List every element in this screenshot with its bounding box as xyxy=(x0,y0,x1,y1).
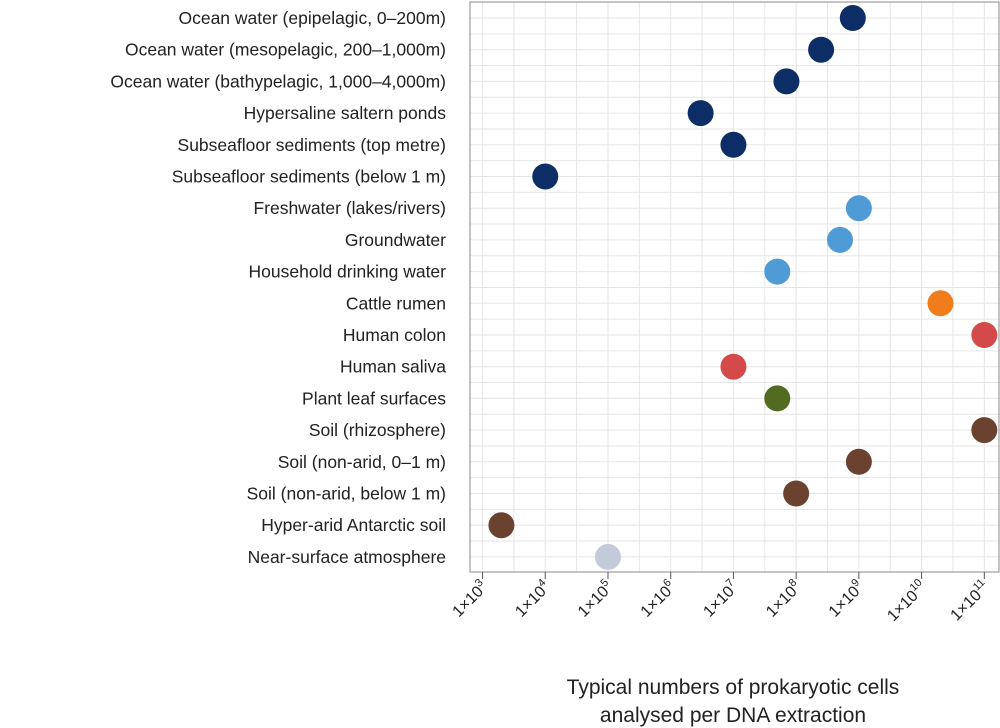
category-label: Human colon xyxy=(343,325,446,345)
category-label: Subseafloor sediments (below 1 m) xyxy=(172,167,446,187)
data-point xyxy=(532,163,559,190)
x-tick-label: 1×103 xyxy=(447,577,491,621)
data-point xyxy=(845,195,872,222)
category-label: Hypersaline saltern ponds xyxy=(244,103,447,123)
plot-frame xyxy=(469,1,1000,573)
category-label: Soil (rhizosphere) xyxy=(309,420,446,440)
data-point xyxy=(971,322,998,348)
x-tick-label: 1×107 xyxy=(698,577,742,621)
data-point xyxy=(594,543,621,570)
category-label: Ocean water (mesopelagic, 200–1,000m) xyxy=(125,40,446,60)
x-tick-label: 1×106 xyxy=(636,577,680,621)
category-label: Freshwater (lakes/rivers) xyxy=(253,198,446,218)
data-point xyxy=(687,100,714,127)
category-label: Near-surface atmosphere xyxy=(248,547,446,567)
data-point xyxy=(845,448,872,475)
data-point xyxy=(971,417,998,444)
data-point xyxy=(839,5,866,31)
category-label: Hyper-arid Antarctic soil xyxy=(261,515,446,535)
x-axis-ticks: 1×103 1×104 1×105 1×106 1×107 1×108 1×109 1×101… xyxy=(447,572,993,625)
x-axis-title-line-1: Typical numbers of prokaryotic cells xyxy=(567,676,900,699)
data-point xyxy=(720,131,747,158)
category-label: Human saliva xyxy=(340,357,446,377)
data-point xyxy=(773,68,800,95)
category-label: Soil (non-arid, below 1 m) xyxy=(247,484,446,504)
category-label: Subseafloor sediments (top metre) xyxy=(178,135,446,155)
category-label: Plant leaf surfaces xyxy=(302,388,446,408)
gridlines xyxy=(470,2,1000,572)
data-point xyxy=(764,258,791,285)
x-tick-label: 1×108 xyxy=(761,577,805,621)
category-label: Household drinking water xyxy=(249,262,447,282)
data-points xyxy=(488,5,998,570)
x-tick-label: 1×105 xyxy=(573,577,617,621)
x-axis-title-line-2: analysed per DNA extraction xyxy=(600,704,866,727)
x-tick-label: 1×104 xyxy=(510,577,554,621)
category-label: Ocean water (epipelagic, 0–200m) xyxy=(178,8,446,28)
data-point xyxy=(764,385,791,412)
data-point xyxy=(720,353,747,380)
category-label: Cattle rumen xyxy=(346,293,446,313)
x-tick-label: 1×1010 xyxy=(882,577,930,625)
category-labels: Ocean water (epipelagic, 0–200m) Ocean wa… xyxy=(110,8,446,567)
category-label: Groundwater xyxy=(345,230,446,250)
data-point xyxy=(808,36,835,63)
data-point xyxy=(927,290,954,317)
data-point xyxy=(826,226,853,253)
data-point xyxy=(488,512,515,539)
data-point xyxy=(783,480,810,507)
x-tick-label: 1×1011 xyxy=(945,577,993,625)
x-tick-label: 1×109 xyxy=(824,577,868,621)
category-label: Soil (non-arid, 0–1 m) xyxy=(278,452,446,472)
category-label: Ocean water (bathypelagic, 1,000–4,000m) xyxy=(110,71,446,91)
